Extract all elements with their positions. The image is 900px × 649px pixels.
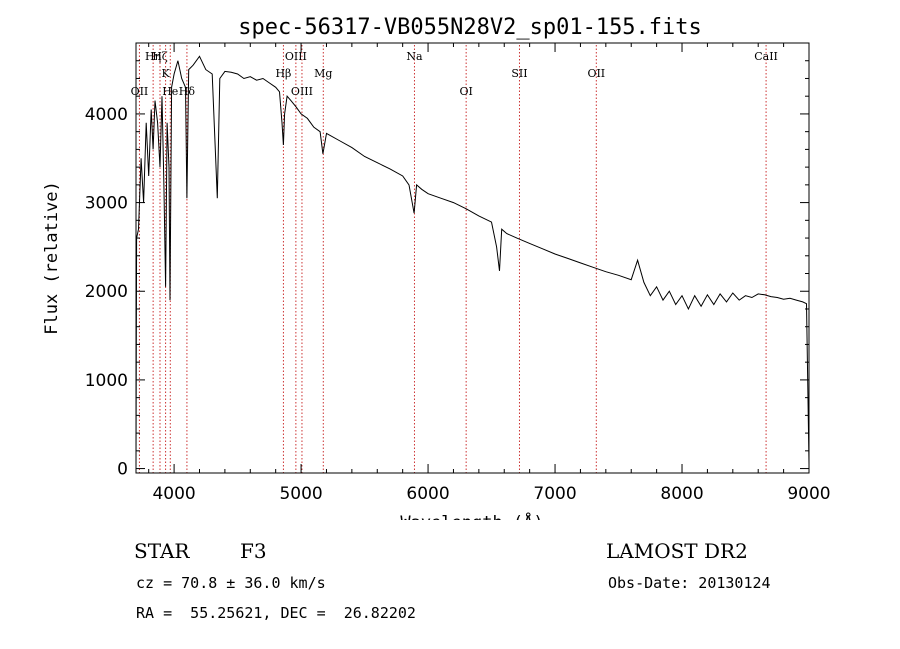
emission-line-label: OII xyxy=(131,85,149,98)
y-axis-label: Flux (relative) xyxy=(42,181,62,335)
x-axis-ticks: 4000 5000 6000 7000 8000 9000 xyxy=(148,43,831,504)
y-tick-label: 0 xyxy=(117,460,128,480)
emission-line-label: Hδ xyxy=(179,85,196,98)
y-tick-label: 1000 xyxy=(85,371,128,391)
y-tick-label: 4000 xyxy=(85,105,128,125)
x-tick-label: 7000 xyxy=(533,484,576,504)
redshift-cz: cz = 70.8 ± 36.0 km/s xyxy=(136,574,326,592)
emission-line-label: Hζ xyxy=(152,50,168,63)
plot-frame xyxy=(135,42,810,474)
x-tick-label: 4000 xyxy=(152,484,195,504)
chart-title: spec-56317-VB055N28V2_sp01-155.fits xyxy=(238,15,702,40)
emission-line-label: OIII xyxy=(291,85,313,98)
survey-name: LAMOST DR2 xyxy=(606,539,748,563)
emission-line-label: Na xyxy=(406,50,423,63)
object-class: STAR xyxy=(134,539,190,563)
object-subclass: F3 xyxy=(240,539,267,563)
emission-line-label: Hη xyxy=(145,50,161,63)
y-tick-label: 2000 xyxy=(85,282,128,302)
x-tick-label: 9000 xyxy=(787,484,830,504)
y-tick-label: 3000 xyxy=(85,194,128,214)
x-tick-label: 8000 xyxy=(660,484,703,504)
emission-line-label: CaII xyxy=(754,50,778,63)
emission-line-label: OIII xyxy=(285,50,307,63)
emission-line-label: Hβ xyxy=(275,67,291,80)
emission-line-label: OII xyxy=(587,67,605,80)
x-axis-label: Wavelength (Å) xyxy=(400,511,543,520)
spectrum-chart: spec-56317-VB055N28V2_sp01-155.fits HηHζ… xyxy=(42,15,831,520)
emission-line-label: OI xyxy=(459,85,472,98)
spectrum-series-line xyxy=(135,55,810,465)
obs-date: Obs-Date: 20130124 xyxy=(608,574,771,592)
x-tick-label: 5000 xyxy=(279,484,322,504)
ra-dec: RA = 55.25621, DEC = 26.82202 xyxy=(136,604,416,622)
emission-line-label: K xyxy=(161,67,170,80)
x-tick-label: 6000 xyxy=(406,484,449,504)
emission-line-label: SII xyxy=(511,67,527,80)
y-axis-ticks: 0 1000 2000 3000 4000 xyxy=(85,60,809,480)
emission-line-label: Mg xyxy=(314,67,332,80)
emission-line-label: He xyxy=(162,85,178,98)
